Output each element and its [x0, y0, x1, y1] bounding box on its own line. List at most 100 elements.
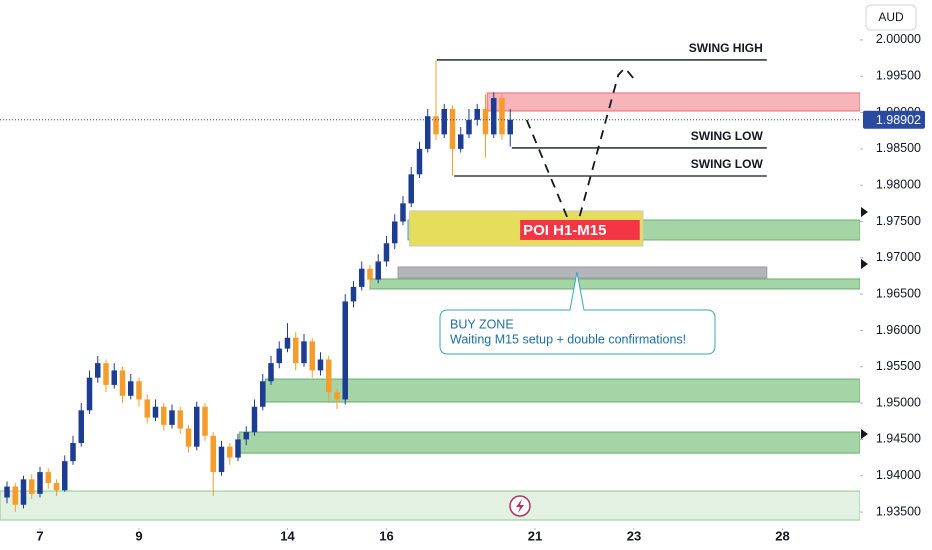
axes: 1.93500 1.94000 1.94500 1.95000 1.95500 1.960… — [36, 32, 925, 543]
candle-body — [457, 134, 464, 149]
level-label: SWING HIGH — [689, 41, 763, 55]
candle-body — [235, 439, 241, 458]
candle-body — [350, 286, 357, 302]
candle-body — [342, 301, 348, 400]
callout-title: BUY ZONE — [450, 317, 514, 331]
candle-body — [441, 108, 447, 135]
candle-body — [4, 486, 10, 498]
candle-body — [86, 377, 93, 411]
candle-body — [251, 406, 258, 433]
candle-body — [358, 268, 365, 287]
x-tick-label: 14 — [280, 528, 295, 543]
callout: BUY ZONE Waiting M15 setup + double conf… — [439, 271, 716, 355]
candle-body — [292, 337, 299, 364]
zone — [239, 431, 861, 454]
candle-body — [95, 363, 101, 378]
axis-markers — [861, 207, 868, 439]
candle-body — [29, 479, 35, 494]
y-tick-label: 1.94500 — [876, 432, 921, 446]
last-price-box — [863, 110, 925, 129]
candle-body — [193, 406, 200, 447]
candle-body — [416, 148, 423, 175]
candle-body — [169, 410, 175, 425]
y-tick-label: 1.98500 — [876, 141, 921, 155]
candle-body — [499, 98, 505, 135]
candle-body — [284, 337, 291, 349]
y-tick-label: 1.96000 — [876, 323, 921, 337]
candle-body — [218, 446, 225, 473]
x-tick-label: 9 — [135, 528, 142, 543]
y-tick-label: 1.95000 — [876, 395, 921, 409]
price-axis — [860, 0, 932, 550]
candle-body — [103, 363, 109, 385]
poi-box — [520, 219, 640, 240]
candle-body — [202, 406, 208, 436]
zone — [397, 266, 768, 279]
y-tick-label: 1.97000 — [876, 250, 921, 264]
icon-bolt — [516, 499, 524, 513]
currency: AUD — [878, 10, 904, 24]
y-tick-label: 1.96500 — [876, 286, 921, 300]
candle-body — [62, 461, 68, 491]
x-tick-label: 16 — [379, 528, 393, 543]
candle-body — [45, 472, 52, 483]
y-tick-label: 2.00000 — [876, 32, 921, 46]
candle-body — [334, 392, 340, 400]
replay-icon[interactable] — [509, 495, 531, 517]
candle-body — [20, 479, 27, 505]
candle-body — [474, 108, 480, 120]
candle-body — [449, 108, 456, 149]
y-tick-label: 1.97500 — [876, 214, 921, 228]
candle-body — [317, 359, 324, 371]
candle-body — [309, 341, 315, 371]
zone — [0, 490, 861, 521]
candle-body — [383, 243, 390, 262]
candle-body — [408, 174, 414, 204]
candle-body — [424, 116, 431, 149]
candles — [4, 60, 513, 513]
candle-body — [507, 119, 513, 135]
candle-body — [367, 268, 373, 280]
candle-body — [177, 410, 183, 429]
candle-body — [111, 370, 118, 385]
poi-label: POI H1-M15 — [523, 222, 606, 239]
x-tick-label: 21 — [528, 528, 542, 543]
candle-body — [276, 348, 282, 364]
candle-body — [325, 359, 332, 393]
candle-body — [78, 410, 85, 444]
candle-body — [466, 119, 472, 135]
candle-body — [268, 363, 274, 382]
level-label: SWING LOW — [691, 129, 764, 143]
candle-body — [391, 221, 398, 244]
y-tick-label: 1.98000 — [876, 177, 921, 191]
overlays: SWING HIGH SWING LOW SWING LOW POI H1-M15 — [0, 41, 860, 240]
candle-body — [375, 261, 381, 280]
candle-body — [185, 428, 192, 447]
candle-body — [144, 399, 151, 418]
y-tick-label: 1.94000 — [876, 468, 921, 482]
candle-body — [136, 381, 142, 400]
candle-body — [128, 381, 134, 396]
zone — [486, 92, 861, 112]
callout-box — [439, 271, 716, 355]
zone — [369, 278, 861, 290]
candle-body — [482, 108, 489, 135]
projection-path — [525, 66, 634, 238]
currency-box[interactable] — [865, 4, 917, 31]
candle-body — [490, 98, 497, 135]
zone — [264, 378, 861, 403]
x-tick-label: 23 — [627, 528, 641, 543]
candle-body — [259, 381, 266, 407]
candle-body — [37, 472, 43, 494]
candle-body — [400, 203, 406, 222]
candle-body — [226, 446, 233, 458]
candle-body — [70, 443, 76, 462]
callout-text: Waiting M15 setup + double confirmations… — [450, 332, 686, 346]
candle-body — [433, 116, 439, 135]
candle-body — [12, 486, 19, 505]
y-tick-label: 1.93500 — [876, 504, 921, 518]
candle-body — [161, 406, 167, 425]
candle-body — [210, 435, 216, 473]
candle-body — [53, 482, 60, 491]
